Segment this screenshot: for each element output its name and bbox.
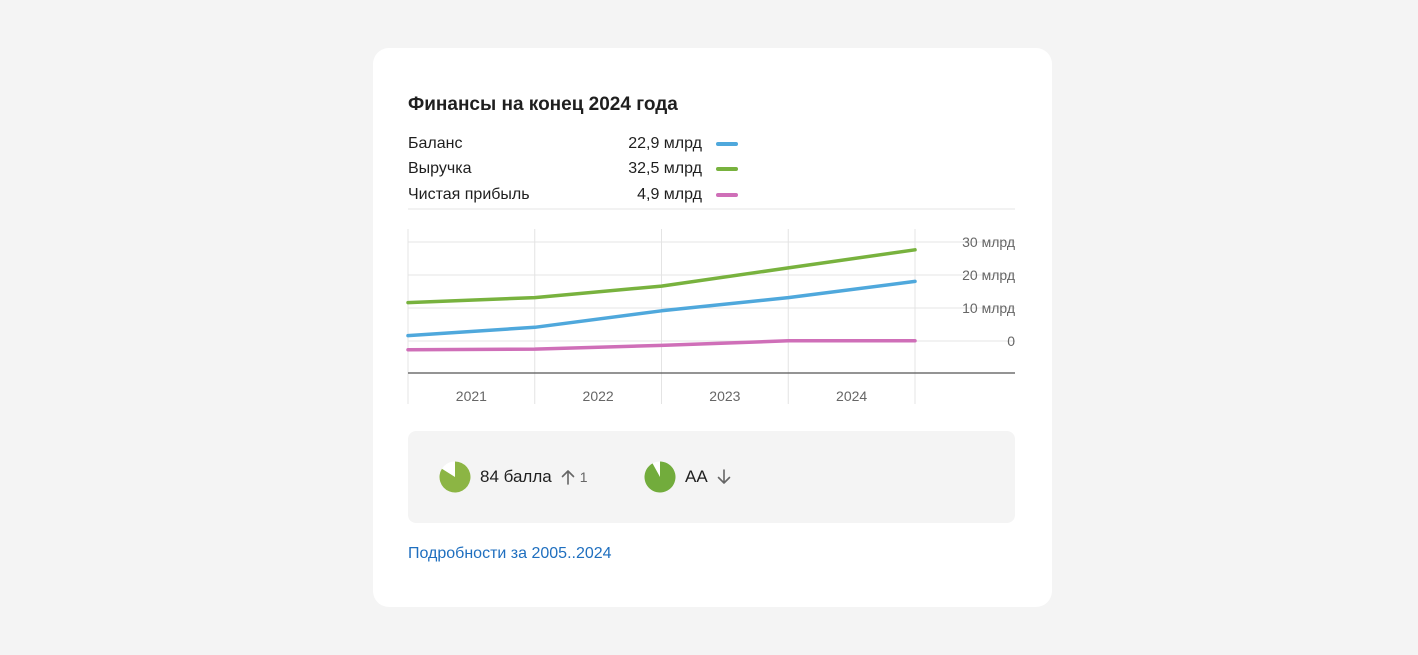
legend-value: 32,5 млрд xyxy=(628,160,702,177)
x-tick-label: 2022 xyxy=(583,388,614,404)
line-chart: 30 млрд 20 млрд 10 млрд 0 2021 2022 2023 2024 xyxy=(406,208,1015,404)
ratings-panel: 84 балла 1 AA xyxy=(408,431,1015,523)
series-line xyxy=(406,279,917,338)
y-tick-label: 0 xyxy=(1007,333,1015,349)
x-tick-label: 2024 xyxy=(836,388,867,404)
score-pie-icon xyxy=(439,461,471,493)
legend-label: Баланс xyxy=(408,135,463,152)
credit-rating[interactable]: AA xyxy=(644,461,732,493)
x-tick-label: 2021 xyxy=(456,388,487,404)
legend-row-balance: Баланс 22,9 млрд xyxy=(408,133,738,155)
y-tick-label: 20 млрд xyxy=(962,267,1015,283)
y-tick-label: 30 млрд xyxy=(962,234,1015,250)
legend-swatch xyxy=(716,167,738,171)
legend-swatch xyxy=(716,142,738,146)
legend-label: Выручка xyxy=(408,160,472,177)
series-line xyxy=(406,339,917,352)
legend-row-profit: Чистая прибыль 4,9 млрд xyxy=(408,184,738,206)
score-label: 84 балла xyxy=(480,467,552,486)
legend-row-revenue: Выручка 32,5 млрд xyxy=(408,158,738,180)
legend-swatch xyxy=(716,193,738,197)
card-title: Финансы на конец 2024 года xyxy=(408,94,678,115)
score-delta: 1 xyxy=(579,469,588,485)
pie-fill xyxy=(439,461,471,493)
credit-pie-icon xyxy=(644,461,676,493)
pie-fill xyxy=(644,461,676,493)
x-tick-label: 2023 xyxy=(709,388,740,404)
y-tick-label: 10 млрд xyxy=(962,300,1015,316)
series-line xyxy=(406,248,917,305)
credit-label: AA xyxy=(685,467,708,486)
finance-card: Финансы на конец 2024 года Баланс 22,9 м… xyxy=(373,48,1052,607)
details-link[interactable]: Подробности за 2005..2024 xyxy=(408,545,612,562)
legend-value: 4,9 млрд xyxy=(637,186,702,203)
legend-label: Чистая прибыль xyxy=(408,186,530,203)
arrow-down-icon xyxy=(717,469,730,484)
score-rating[interactable]: 84 балла 1 xyxy=(439,461,588,493)
arrow-up-icon xyxy=(561,470,575,485)
legend-value: 22,9 млрд xyxy=(628,135,702,152)
